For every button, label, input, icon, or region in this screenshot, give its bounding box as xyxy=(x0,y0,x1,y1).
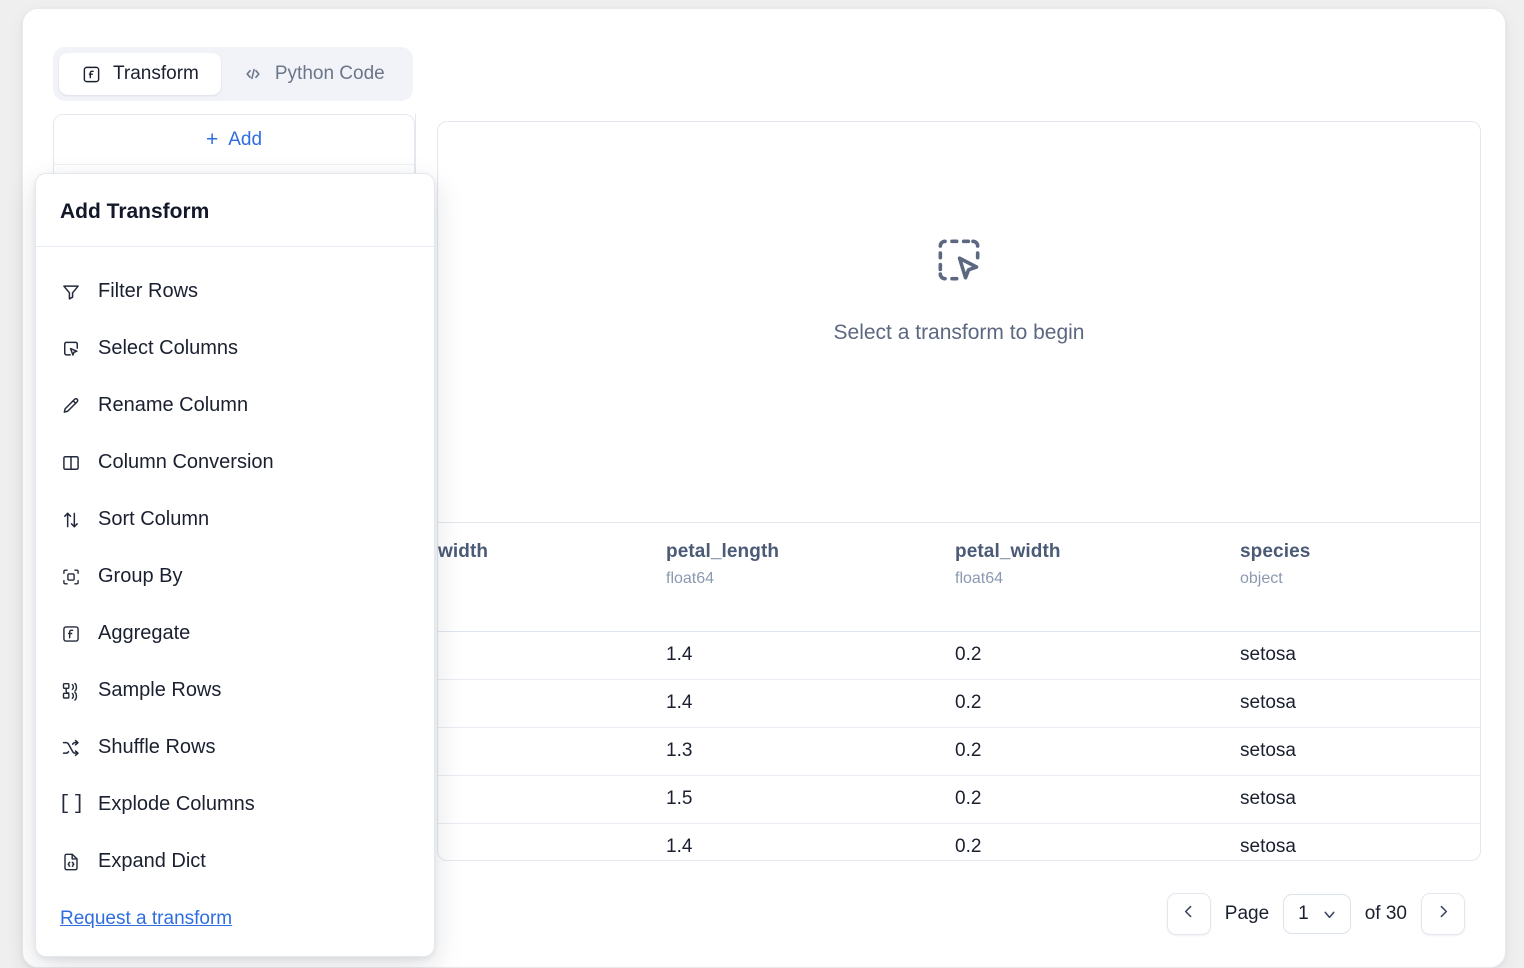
menu-item-sample-rows[interactable]: Sample Rows xyxy=(36,662,434,719)
cell-petal-width: 0.2 xyxy=(955,775,1240,824)
transform-app-card: Transform Python Code + Add xyxy=(22,8,1506,968)
menu-item-label: Aggregate xyxy=(98,622,191,644)
code-icon xyxy=(243,64,263,84)
function-icon xyxy=(81,64,101,84)
menu-item-label: Rename Column xyxy=(98,394,249,416)
cell-sepal-width xyxy=(438,775,666,824)
cell-petal-width: 0.2 xyxy=(955,727,1240,776)
chevron-right-icon xyxy=(1435,903,1452,926)
preview-panel: Select a transform to begin width petal_… xyxy=(437,121,1481,861)
pencil-icon xyxy=(60,395,82,417)
chevron-left-icon xyxy=(1180,903,1197,926)
cell-petal-length: 1.4 xyxy=(666,679,955,728)
menu-item-label: Column Conversion xyxy=(98,451,274,473)
menu-item-label: Filter Rows xyxy=(98,280,199,302)
menu-item-label: Expand Dict xyxy=(98,850,206,872)
table-row: 1.4 0.2 setosa xyxy=(438,823,1480,860)
cell-petal-length: 1.5 xyxy=(666,775,955,824)
columns-icon xyxy=(60,452,82,474)
table-row: 1.4 0.2 setosa xyxy=(438,679,1480,728)
page-label: Page xyxy=(1224,903,1270,924)
table-header-row: width petal_length float64 petal_width f… xyxy=(438,523,1480,632)
tab-python-code-label: Python Code xyxy=(274,63,385,84)
menu-item-label: Group By xyxy=(98,565,183,587)
dropdown-footer: Request a transform xyxy=(36,898,434,956)
menu-item-explode-columns[interactable]: [ ] Explode Columns xyxy=(36,776,434,833)
table-row: 1.5 0.2 setosa xyxy=(438,775,1480,824)
table-row: 1.4 0.2 setosa xyxy=(438,631,1480,680)
menu-item-label: Sample Rows xyxy=(98,679,222,701)
cell-petal-length: 1.4 xyxy=(666,631,955,680)
cell-sepal-width xyxy=(438,631,666,680)
menu-item-column-conversion[interactable]: Column Conversion xyxy=(36,434,434,491)
cell-sepal-width xyxy=(438,679,666,728)
chevron-down-icon xyxy=(1321,906,1338,923)
column-header-petal-width[interactable]: petal_width float64 xyxy=(955,523,1240,632)
page-select[interactable]: 1 xyxy=(1283,894,1351,934)
tab-transform[interactable]: Transform xyxy=(59,53,221,95)
cell-petal-length: 1.3 xyxy=(666,727,955,776)
select-columns-icon xyxy=(60,338,82,360)
column-header-petal-length[interactable]: petal_length float64 xyxy=(666,523,955,632)
brackets-icon: [ ] xyxy=(58,793,85,816)
cell-petal-length: 1.4 xyxy=(666,823,955,860)
prev-page-button[interactable] xyxy=(1166,893,1211,935)
shuffle-icon xyxy=(60,737,82,759)
dropdown-list: Filter Rows Select Columns xyxy=(36,247,434,898)
cell-species: setosa xyxy=(1240,823,1480,860)
sort-arrows-icon xyxy=(60,509,82,531)
panel-divider xyxy=(415,114,416,224)
filter-icon xyxy=(60,281,82,303)
dropdown-title: Add Transform xyxy=(36,174,434,247)
menu-item-aggregate[interactable]: Aggregate xyxy=(36,605,434,662)
menu-item-group-by[interactable]: Group By xyxy=(36,548,434,605)
cell-petal-width: 0.2 xyxy=(955,631,1240,680)
cell-species: setosa xyxy=(1240,631,1480,680)
empty-state: Select a transform to begin xyxy=(438,232,1480,345)
menu-item-rename-column[interactable]: Rename Column xyxy=(36,377,434,434)
menu-item-sort-column[interactable]: Sort Column xyxy=(36,491,434,548)
page-total-label: of 30 xyxy=(1364,903,1407,924)
table-row: 1.3 0.2 setosa xyxy=(438,727,1480,776)
cell-species: setosa xyxy=(1240,727,1480,776)
cell-petal-width: 0.2 xyxy=(955,823,1240,860)
menu-item-shuffle-rows[interactable]: Shuffle Rows xyxy=(36,719,434,776)
plus-icon: + xyxy=(205,128,219,151)
next-page-button[interactable] xyxy=(1421,893,1465,935)
empty-state-text: Select a transform to begin xyxy=(833,321,1085,344)
menu-item-label: Explode Columns xyxy=(98,793,255,815)
menu-item-select-columns[interactable]: Select Columns xyxy=(36,320,434,377)
add-transform-dropdown: Add Transform Filter Rows Select Colu xyxy=(35,173,435,957)
menu-item-label: Select Columns xyxy=(98,337,239,359)
add-transform-button[interactable]: + Add xyxy=(54,115,414,165)
add-transform-label: Add xyxy=(228,128,263,150)
tab-transform-label: Transform xyxy=(113,63,199,84)
group-by-icon xyxy=(60,566,82,588)
menu-item-label: Shuffle Rows xyxy=(98,736,216,758)
menu-item-label: Sort Column xyxy=(98,508,210,530)
sample-rows-icon xyxy=(60,680,82,702)
select-cursor-icon xyxy=(931,232,987,293)
cell-species: setosa xyxy=(1240,679,1480,728)
cell-sepal-width xyxy=(438,823,666,860)
menu-item-expand-dict[interactable]: Expand Dict xyxy=(36,833,434,890)
cell-sepal-width xyxy=(438,727,666,776)
data-preview-table: width petal_length float64 petal_width f… xyxy=(438,522,1480,860)
cell-species: setosa xyxy=(1240,775,1480,824)
tab-python-code[interactable]: Python Code xyxy=(221,53,407,95)
cell-petal-width: 0.2 xyxy=(955,679,1240,728)
function-icon xyxy=(60,623,82,645)
pagination: Page 1 of 30 xyxy=(1166,893,1465,935)
column-header-sepal-width[interactable]: width xyxy=(438,523,666,632)
page-select-value: 1 xyxy=(1298,903,1309,924)
menu-item-filter-rows[interactable]: Filter Rows xyxy=(36,263,434,320)
column-header-species[interactable]: species object xyxy=(1240,523,1480,632)
expand-dict-icon xyxy=(60,851,82,873)
request-transform-link[interactable]: Request a transform xyxy=(60,908,233,929)
view-tabs: Transform Python Code xyxy=(53,47,413,101)
